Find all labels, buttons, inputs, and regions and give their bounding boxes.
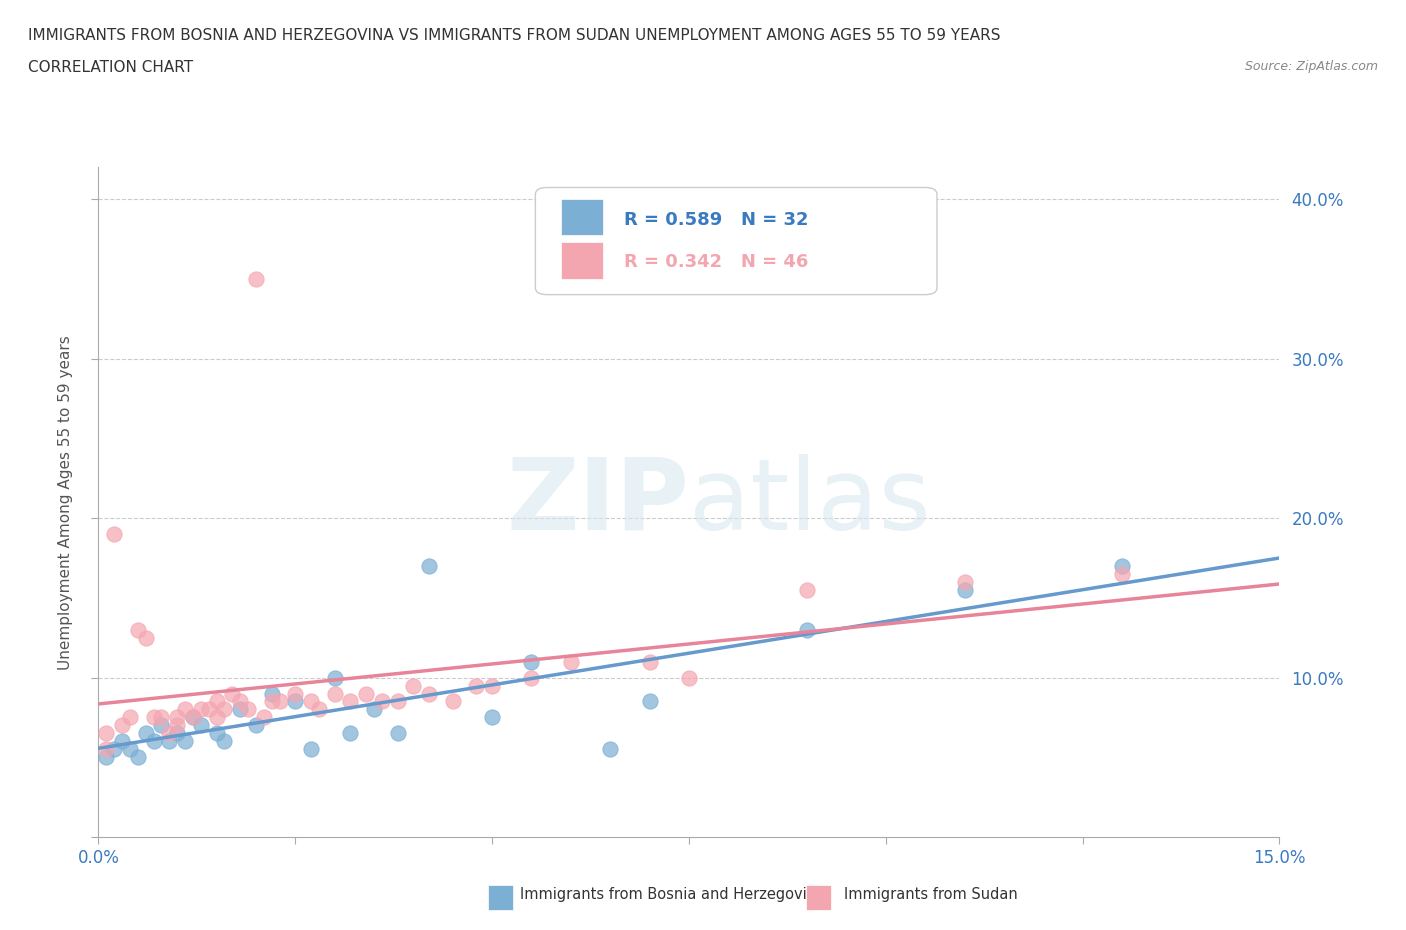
Point [371,694,394,709]
Point [127,750,149,764]
Point [387,694,409,709]
Point [339,694,361,709]
Point [181,710,204,724]
Point [229,702,252,717]
Point [1111,566,1133,581]
Point [339,726,361,741]
Point [181,710,204,724]
Point [402,678,425,693]
Point [111,734,134,749]
Point [214,702,236,717]
Point [118,742,141,757]
Point [354,686,377,701]
Point [96,742,118,757]
Point [418,686,440,701]
Point [796,582,818,597]
Point [135,631,157,645]
Text: R = 0.342   N = 46: R = 0.342 N = 46 [624,253,808,271]
Point [481,710,503,724]
Text: Immigrants from Bosnia and Herzegovina: Immigrants from Bosnia and Herzegovina [520,887,825,902]
Point [197,702,219,717]
Point [150,718,173,733]
Point [245,272,267,286]
Point [245,718,267,733]
Point [260,694,283,709]
Point [284,686,307,701]
Point [284,694,307,709]
Point [299,694,322,709]
FancyBboxPatch shape [536,188,936,295]
Point [166,718,188,733]
Point [599,742,621,757]
Point [260,686,283,701]
Text: R = 0.589   N = 32: R = 0.589 N = 32 [624,211,808,230]
Point [221,686,243,701]
Point [174,734,197,749]
FancyBboxPatch shape [561,199,603,235]
Point [1111,559,1133,574]
Point [166,710,188,724]
Point [174,702,197,717]
Point [103,742,125,757]
Point [481,678,503,693]
Text: Source: ZipAtlas.com: Source: ZipAtlas.com [1244,60,1378,73]
Point [638,694,661,709]
Point [441,694,464,709]
Point [520,654,543,669]
Point [796,622,818,637]
Point [142,710,165,724]
Point [299,742,322,757]
Text: CORRELATION CHART: CORRELATION CHART [28,60,193,75]
Point [387,726,409,741]
Text: ZIP: ZIP [506,454,689,551]
Text: IMMIGRANTS FROM BOSNIA AND HERZEGOVINA VS IMMIGRANTS FROM SUDAN UNEMPLOYMENT AMO: IMMIGRANTS FROM BOSNIA AND HERZEGOVINA V… [28,28,1001,43]
Point [190,718,212,733]
Point [363,702,385,717]
Point [236,702,259,717]
Point [269,694,291,709]
Point [118,710,141,724]
FancyBboxPatch shape [561,242,603,279]
Point [205,726,228,741]
Point [638,654,661,669]
Point [205,710,228,724]
Point [253,710,276,724]
Point [229,694,252,709]
Text: atlas: atlas [689,454,931,551]
Point [103,526,125,541]
Point [127,622,149,637]
Point [323,686,346,701]
Point [205,694,228,709]
Point [157,726,180,741]
Y-axis label: Unemployment Among Ages 55 to 59 years: Unemployment Among Ages 55 to 59 years [58,335,73,670]
Point [520,671,543,685]
Point [150,710,173,724]
Point [418,559,440,574]
Point [190,702,212,717]
Point [678,671,700,685]
Point [465,678,488,693]
Point [96,750,118,764]
Text: Immigrants from Sudan: Immigrants from Sudan [844,887,1018,902]
Point [111,718,134,733]
Point [953,582,976,597]
Point [142,734,165,749]
Point [96,726,118,741]
Point [308,702,330,717]
Point [166,726,188,741]
Point [323,671,346,685]
Point [157,734,180,749]
Point [135,726,157,741]
Point [560,654,582,669]
Point [214,734,236,749]
Point [953,575,976,590]
